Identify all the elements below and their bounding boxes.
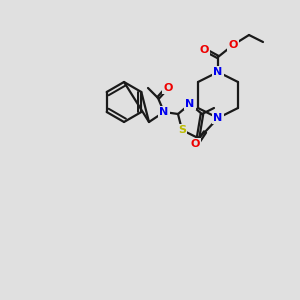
Text: S: S <box>178 125 186 135</box>
Text: N: N <box>159 107 169 117</box>
Text: N: N <box>213 113 223 123</box>
Text: O: O <box>163 83 173 93</box>
Text: O: O <box>199 45 209 55</box>
Text: O: O <box>190 139 200 149</box>
Text: N: N <box>213 67 223 77</box>
Text: O: O <box>228 40 238 50</box>
Text: N: N <box>185 99 195 109</box>
